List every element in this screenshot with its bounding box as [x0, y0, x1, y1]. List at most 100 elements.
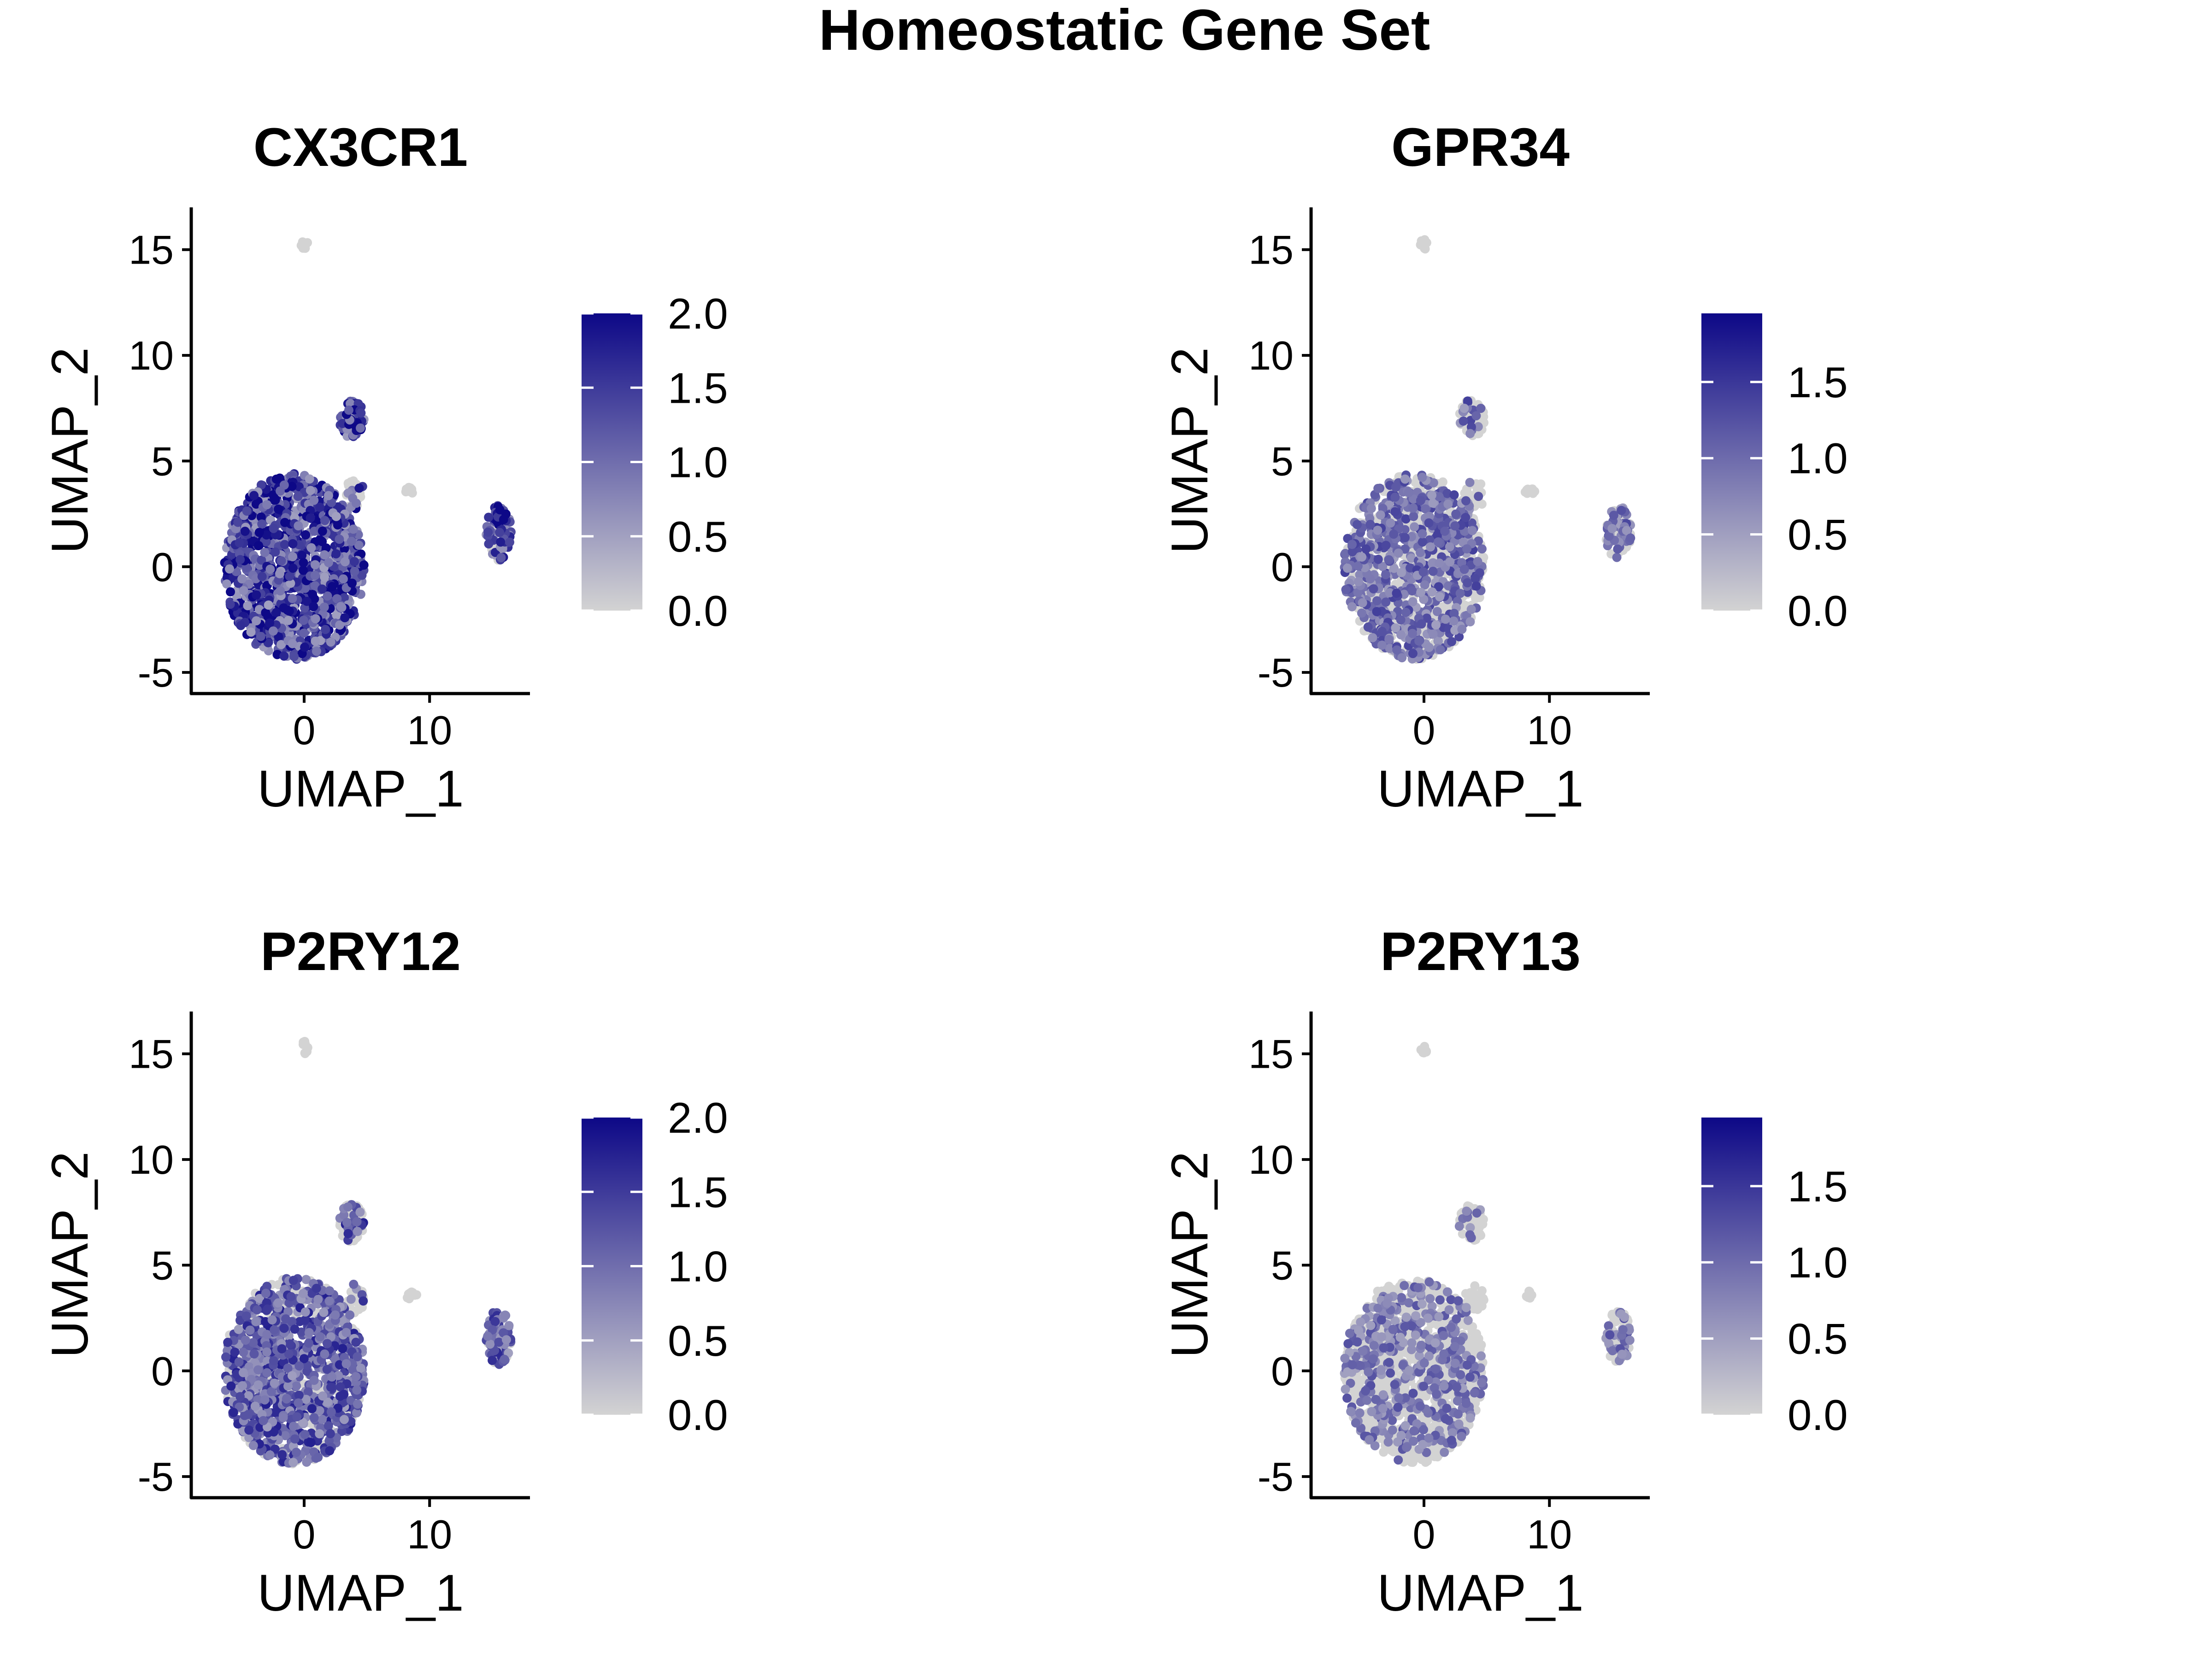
cell-point: [261, 608, 271, 618]
cell-point: [1347, 602, 1357, 612]
cell-point: [1341, 585, 1351, 594]
cell-point: [249, 1349, 259, 1359]
cell-point: [1459, 416, 1468, 426]
cell-point: [301, 530, 311, 540]
cell-point: [1373, 525, 1382, 535]
cell-point: [299, 558, 308, 567]
cell-point: [495, 528, 505, 537]
cell-point: [359, 560, 369, 570]
cell-point: [250, 1401, 260, 1411]
cell-point: [353, 1352, 362, 1362]
y-tick-label: -5: [138, 1454, 174, 1500]
cell-point: [252, 616, 261, 626]
cell-point: [315, 502, 324, 512]
cell-point: [294, 521, 303, 530]
cell-point: [234, 1324, 243, 1334]
cell-point: [257, 519, 267, 529]
colorbar: [1701, 313, 1762, 611]
cell-point: [1474, 1334, 1483, 1343]
cell-point: [320, 1349, 329, 1359]
colorbar-label: 2.0: [668, 1094, 728, 1142]
cell-point: [1357, 608, 1366, 618]
cell-point: [312, 1283, 321, 1293]
cell-point: [226, 1381, 236, 1391]
cell-point: [357, 571, 367, 580]
cell-point: [1361, 544, 1371, 554]
cell-point: [1392, 645, 1402, 655]
x-tick-label: 10: [407, 1512, 452, 1557]
cell-point: [281, 1314, 291, 1324]
cell-point: [326, 1407, 336, 1417]
cell-point: [1381, 570, 1390, 579]
cell-point: [1424, 518, 1434, 528]
cell-point: [1451, 509, 1461, 519]
y-tick-label: 5: [151, 1242, 174, 1288]
cell-point: [324, 1421, 333, 1430]
cell-point: [271, 474, 281, 484]
cell-point: [351, 1337, 361, 1347]
cell-point: [1473, 557, 1483, 566]
cell-point: [1449, 490, 1459, 500]
cell-point: [300, 642, 310, 652]
cell-point: [1462, 544, 1472, 553]
cell-point: [353, 1399, 362, 1409]
cell-point: [318, 526, 327, 536]
cell-point: [274, 504, 283, 514]
cell-point: [499, 515, 508, 524]
cell-point: [347, 578, 357, 588]
cell-point: [318, 537, 327, 547]
y-tick-label: -5: [138, 650, 174, 695]
cell-point: [230, 1347, 240, 1357]
colorbar-label: 1.0: [668, 1242, 728, 1291]
cell-point: [1342, 563, 1352, 573]
cell-point: [299, 616, 308, 625]
cell-point: [289, 652, 299, 661]
cell-point: [269, 1356, 278, 1365]
cell-point: [304, 1328, 314, 1337]
cell-point: [319, 602, 329, 612]
cell-point: [355, 1207, 365, 1217]
cell-point: [244, 1425, 254, 1435]
cell-point: [500, 1310, 510, 1320]
cell-point: [1445, 542, 1454, 552]
y-tick-label: -5: [1258, 650, 1294, 695]
cell-point: [285, 1339, 294, 1349]
cell-point: [346, 1294, 356, 1304]
cell-point: [1431, 620, 1441, 629]
cell-point: [403, 487, 412, 496]
cell-point: [1445, 557, 1455, 567]
cell-point: [327, 1372, 337, 1382]
x-tick-label: 0: [293, 707, 316, 753]
cell-point: [292, 1381, 301, 1391]
cell-point: [265, 618, 274, 628]
cell-point: [1391, 482, 1400, 492]
cell-point: [354, 541, 364, 550]
cell-point: [1612, 553, 1622, 562]
x-axis-label: UMAP_1: [257, 760, 464, 818]
cell-point: [1613, 544, 1623, 554]
cell-point: [1523, 488, 1532, 498]
cell-point: [1407, 629, 1417, 638]
cell-point: [1432, 607, 1442, 616]
cell-point: [356, 1363, 365, 1373]
cell-point: [1427, 490, 1436, 500]
cell-point: [309, 1413, 319, 1423]
cell-point: [348, 524, 358, 534]
cell-point: [336, 602, 346, 612]
cell-point: [1358, 598, 1367, 608]
cell-point: [239, 1368, 248, 1377]
cell-point: [338, 574, 348, 584]
cell-point: [283, 616, 293, 625]
cell-point: [251, 1317, 261, 1326]
colorbar-label: 0.0: [668, 1391, 728, 1439]
cell-point: [1418, 567, 1428, 577]
cell-point: [269, 495, 279, 505]
cell-point: [302, 1457, 312, 1467]
cell-point: [286, 578, 295, 588]
cell-point: [483, 1331, 493, 1341]
cell-point: [263, 1304, 272, 1314]
cell-point: [311, 636, 320, 646]
cell-point: [268, 626, 278, 636]
cell-point: [310, 571, 320, 580]
cell-point: [349, 1279, 359, 1289]
